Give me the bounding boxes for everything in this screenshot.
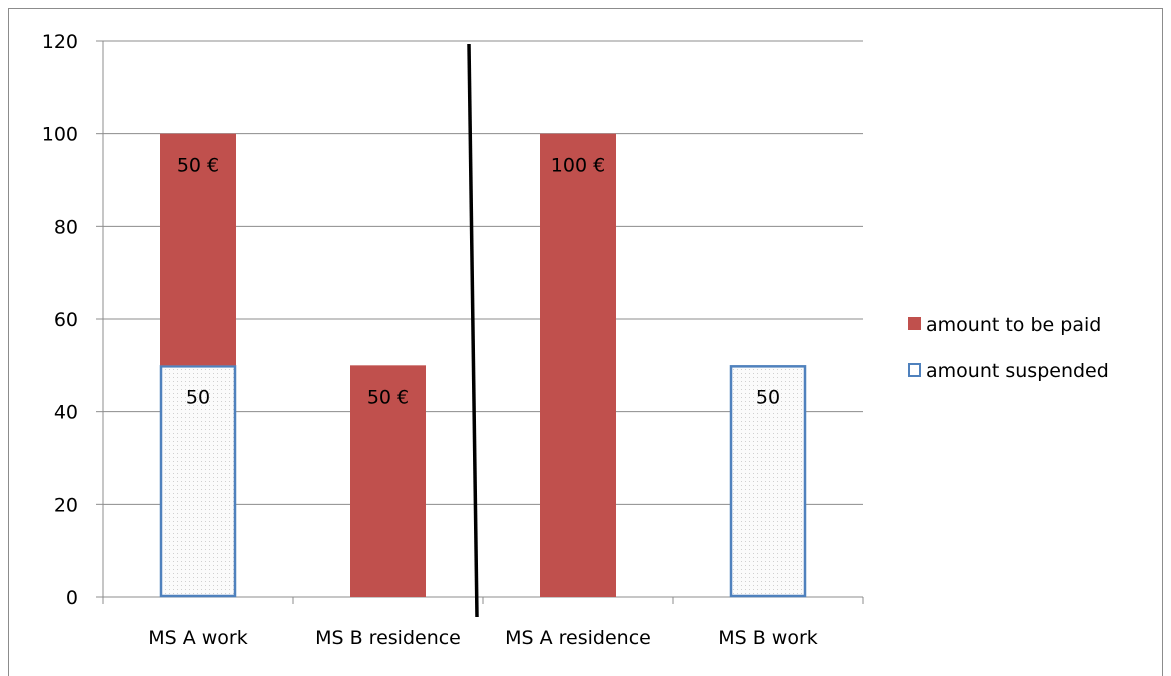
data-label: 100 € [551,155,605,177]
divider-line [467,43,479,618]
legend-swatch [908,317,921,330]
bars [159,133,807,598]
legend: amount to be paid amount suspended [908,314,1109,382]
bar-amount-suspended [729,365,807,598]
data-label: 50 [186,386,210,408]
data-label: 50 € [177,155,219,177]
x-category-label: MS A work [148,627,248,649]
y-tick-label: 0 [66,587,78,609]
data-label: 50 [756,386,780,408]
y-tick-label: 100 [42,124,78,146]
y-tick-label: 80 [54,216,78,238]
bar-amount-to-be-paid [350,365,426,597]
legend-swatch [908,363,921,377]
y-tick-label: 120 [42,31,78,53]
y-tick-label: 20 [54,494,78,516]
x-category-label: MS B work [718,627,818,649]
legend-label: amount to be paid [926,314,1101,336]
divider-annotation [467,43,479,618]
y-tick-label: 40 [54,402,78,424]
bar-amount-suspended [159,365,237,598]
bar-amount-to-be-paid [160,133,236,366]
data-label: 50 € [367,386,409,408]
bar-amount-to-be-paid [540,133,616,597]
x-category-label: MS B residence [315,627,461,649]
x-category-label: MS A residence [505,627,651,649]
y-tick-label: 60 [54,309,78,331]
legend-label: amount suspended [926,360,1109,382]
data-labels: 50 € 50 50 € 100 € 50 [177,155,780,409]
